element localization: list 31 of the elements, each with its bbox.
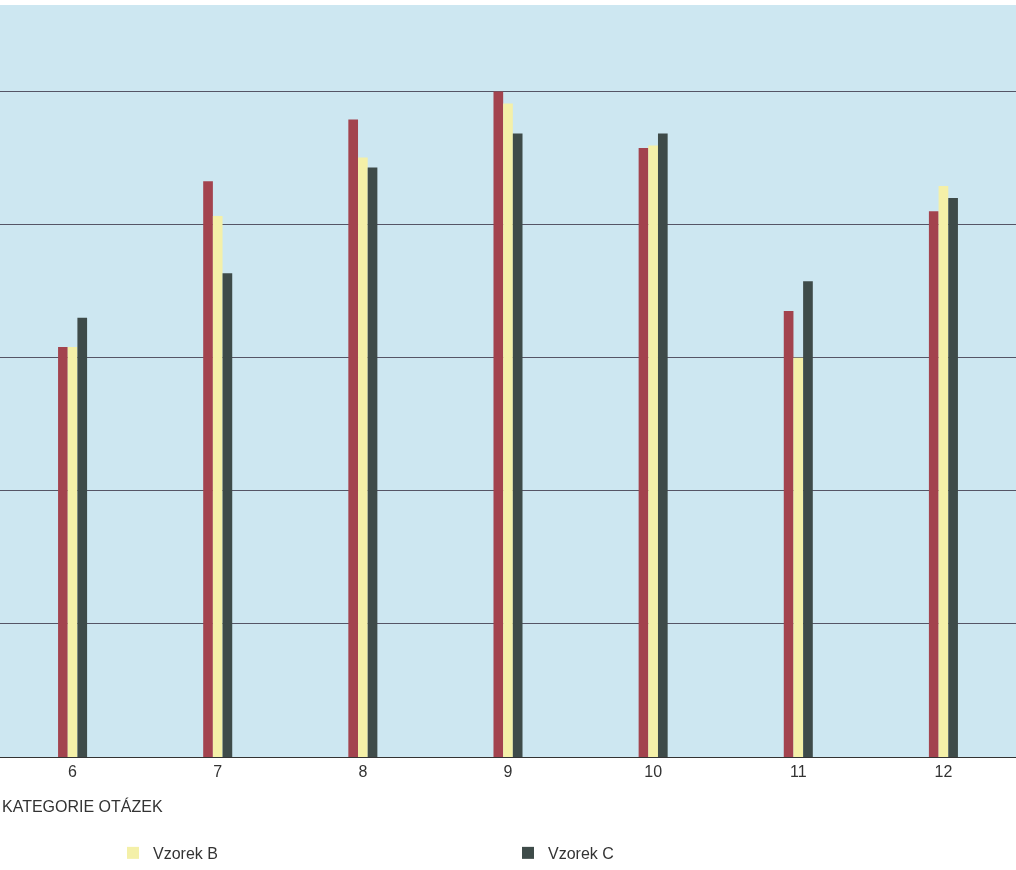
x-tick-label: 10: [644, 763, 663, 781]
bar: [503, 103, 513, 757]
bar: [948, 197, 958, 757]
bar: [222, 273, 233, 757]
bar: [212, 215, 223, 757]
legend-label: Vzorek C: [548, 845, 614, 863]
bar: [67, 347, 78, 757]
bar: [358, 157, 368, 757]
x-tick-label: 12: [934, 763, 953, 781]
bar: [803, 281, 813, 757]
bar: [203, 181, 213, 757]
x-tick-label: 9: [503, 763, 513, 781]
bar: [367, 167, 378, 757]
bar: [77, 317, 88, 757]
x-tick-label: 7: [213, 763, 223, 781]
bar: [928, 211, 939, 757]
bar: [58, 347, 68, 757]
bar: [793, 357, 804, 757]
bar: [638, 148, 649, 757]
bar: [938, 186, 949, 757]
bar: [657, 133, 668, 757]
bar: [648, 145, 658, 757]
x-tick-label: 11: [789, 763, 807, 781]
bar: [512, 133, 523, 757]
x-tick-label: 8: [358, 763, 368, 781]
legend-label: Vzorek B: [153, 845, 218, 863]
x-axis-title: KATEGORIE OTÁZEK: [2, 797, 163, 815]
x-tick-label: 6: [68, 763, 78, 781]
bar: [783, 311, 794, 757]
bar: [493, 91, 504, 757]
bar: [348, 119, 359, 757]
